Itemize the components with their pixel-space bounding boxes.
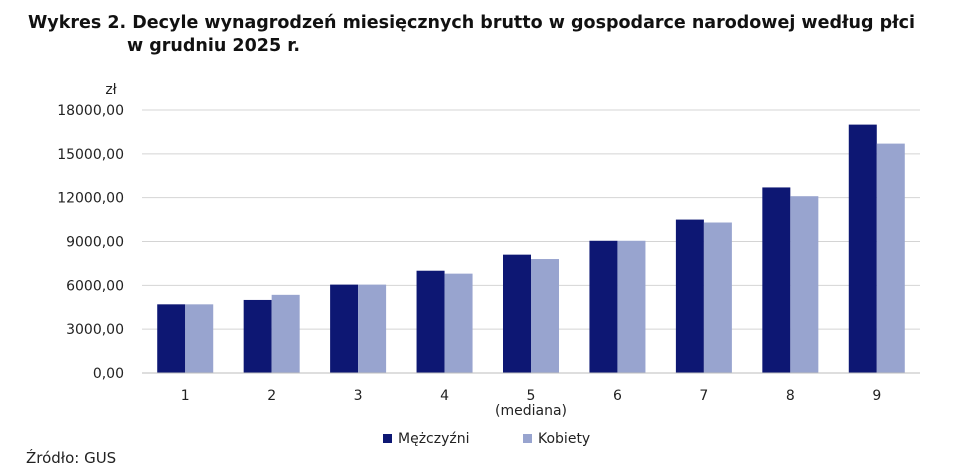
bar-women-decile-9 — [876, 143, 905, 373]
y-tick-label: 18000,00 — [57, 103, 124, 119]
x-tick-label: 7 — [699, 388, 708, 404]
x-tick-label: 2 — [267, 388, 276, 404]
y-tick-label: 0,00 — [93, 366, 124, 382]
bar-men-decile-2 — [243, 299, 272, 373]
y-tick-label: 15000,00 — [57, 147, 124, 163]
chart-title-line-2: w grudniu 2025 r. — [127, 36, 300, 56]
bar-women-decile-8 — [790, 196, 819, 373]
chart-title: Wykres 2. Decyle wynagrodzeń miesięcznyc… — [28, 12, 958, 58]
y-axis-tick-labels: 0,00 3000,00 6000,00 9000,00 12000,00 15000,0… — [57, 103, 124, 382]
x-tick-label: 6 — [613, 388, 622, 404]
legend: Mężczyźni Kobiety — [383, 431, 590, 447]
y-tick-label: 6000,00 — [66, 278, 124, 294]
chart-title-line-1: Wykres 2. Decyle wynagrodzeń miesięcznyc… — [28, 13, 915, 33]
bar-men-decile-9 — [848, 124, 877, 373]
y-axis-unit-label: zł — [105, 82, 116, 98]
y-tick-label: 3000,00 — [66, 322, 124, 338]
x-tick-label: 9 — [872, 388, 881, 404]
x-tick-sublabel: (mediana) — [495, 403, 567, 419]
legend-label-women: Kobiety — [538, 431, 590, 447]
x-tick-label: 8 — [786, 388, 795, 404]
x-axis-tick-labels: 1 2 3 4 5(mediana) 6 7 8 9 — [181, 388, 881, 419]
legend-label-men: Mężczyźni — [398, 431, 469, 447]
bar-women-decile-2 — [271, 294, 300, 373]
bar-women-decile-1 — [185, 304, 214, 373]
y-tick-label: 12000,00 — [57, 191, 124, 207]
bar-women-decile-6 — [617, 240, 646, 373]
bar-women-decile-7 — [703, 222, 732, 373]
x-tick-label: 3 — [354, 388, 363, 404]
bar-men-decile-8 — [762, 187, 791, 373]
legend-swatch-women — [523, 434, 532, 443]
legend-swatch-men — [383, 434, 392, 443]
bar-women-decile-5 — [531, 259, 559, 373]
x-tick-label: 4 — [440, 388, 449, 404]
bar-men-decile-7 — [675, 219, 704, 373]
x-tick-label: 5 — [527, 388, 536, 404]
y-tick-label: 9000,00 — [66, 235, 124, 251]
bar-women-decile-4 — [444, 273, 473, 373]
bar-men-decile-6 — [589, 240, 618, 373]
bars — [157, 124, 905, 373]
bar-women-decile-3 — [358, 284, 387, 373]
source-note: Źródło: GUS — [26, 449, 117, 467]
bar-men-decile-3 — [330, 284, 359, 373]
x-tick-label: 1 — [181, 388, 190, 404]
bar-men-decile-5 — [503, 254, 531, 373]
bar-men-decile-4 — [416, 270, 445, 373]
bar-men-decile-1 — [157, 304, 186, 373]
